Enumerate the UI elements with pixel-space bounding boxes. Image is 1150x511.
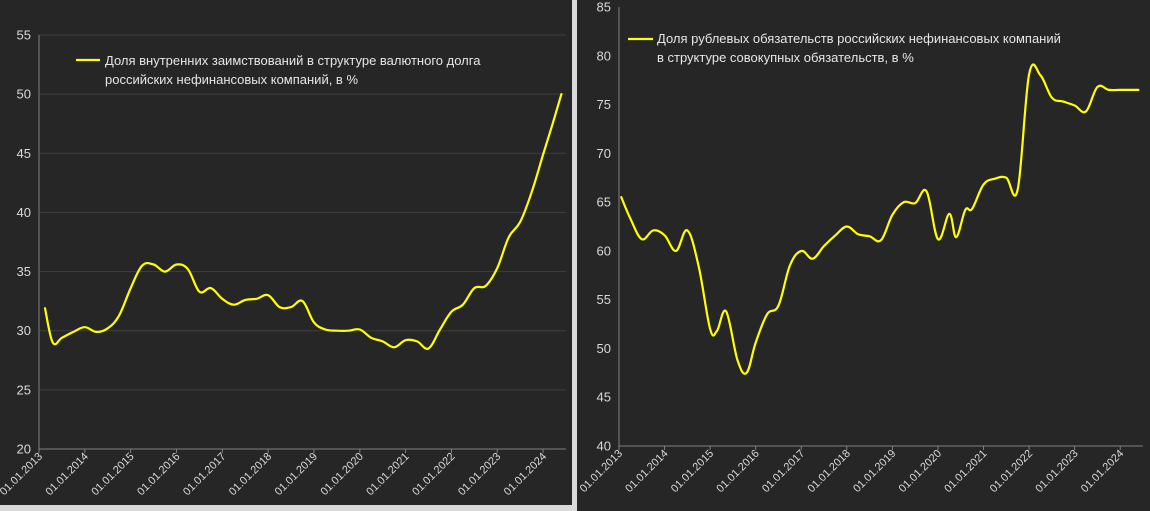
- y-axis-ticks: 20 25 30 35 40 45 50 55: [17, 28, 31, 457]
- legend: Доля рублевых обязательств российских не…: [628, 31, 1061, 65]
- y-tick-label: 35: [17, 264, 31, 279]
- legend-line-1: Доля рублевых обязательств российских не…: [657, 31, 1061, 46]
- y-tick-label: 50: [17, 87, 31, 102]
- y-axis-ticks: 40 45 50 55 60 65 70 75 80 85: [597, 0, 611, 454]
- x-tick-label: 01.01.2016: [135, 451, 182, 498]
- y-tick-label: 75: [597, 97, 611, 112]
- x-tick-label: 01.01.2015: [89, 451, 136, 498]
- y-tick-label: 65: [597, 195, 611, 210]
- x-tick-label: 01.01.2023: [456, 451, 503, 498]
- series-line: [620, 63, 1140, 375]
- y-tick-label: 50: [597, 341, 611, 356]
- x-tick-label: 01.01.2019: [273, 451, 320, 498]
- y-tick-label: 30: [17, 323, 31, 338]
- x-tick-label: 01.01.2013: [0, 451, 45, 498]
- x-axis-ticks: 01.01.201301.01.201401.01.201501.01.2016…: [0, 449, 549, 498]
- x-tick-label: 01.01.2022: [988, 448, 1035, 495]
- y-tick-label: 60: [597, 243, 611, 258]
- axis-lines: [618, 7, 1143, 447]
- x-tick-label: 01.01.2021: [942, 448, 989, 495]
- x-tick-label: 01.01.2020: [897, 448, 944, 495]
- x-tick-label: 01.01.2013: [578, 448, 625, 495]
- y-tick-label: 55: [597, 292, 611, 307]
- chart-right-panel: 40 45 50 55 60 65 70 75 80 85 01.01.2013 01.01.201…: [577, 0, 1150, 511]
- chart-left-panel: 20 25 30 35 40 45 50 55 01.01.2013 01.01.2014 01.…: [0, 0, 572, 505]
- x-tick-label: 01.01.2023: [1033, 448, 1080, 495]
- x-tick-label: 01.01.2024: [502, 451, 549, 498]
- legend-line-2: в структуре совокупных обязательств, в %: [657, 50, 914, 65]
- x-tick-label: 01.01.2020: [318, 451, 365, 498]
- y-tick-label: 40: [17, 205, 31, 220]
- y-tick-label: 40: [597, 439, 611, 454]
- x-tick-label: 01.01.2022: [410, 451, 457, 498]
- y-tick-label: 45: [597, 390, 611, 405]
- legend: Доля внутренних заимствований в структур…: [76, 53, 481, 87]
- legend-line-2: российских нефинансовых компаний, в %: [105, 72, 358, 87]
- x-tick-label: 01.01.2018: [227, 451, 274, 498]
- y-tick-label: 80: [597, 48, 611, 63]
- x-tick-label: 01.01.2014: [623, 448, 670, 495]
- y-tick-label: 45: [17, 146, 31, 161]
- x-tick-label: 01.01.2014: [44, 451, 91, 498]
- legend-line-1: Доля внутренних заимствований в структур…: [105, 53, 481, 68]
- y-tick-label: 20: [17, 442, 31, 457]
- axis-lines: [38, 35, 566, 450]
- y-tick-label: 85: [597, 0, 611, 15]
- x-axis-ticks: 01.01.201301.01.201401.01.201501.01.2016…: [578, 446, 1126, 495]
- x-tick-label: 01.01.2021: [364, 451, 411, 498]
- x-tick-label: 01.01.2016: [714, 448, 761, 495]
- x-tick-label: 01.01.2017: [181, 451, 228, 498]
- y-tick-label: 55: [17, 28, 31, 43]
- x-tick-label: 01.01.2017: [760, 448, 807, 495]
- series-line: [43, 93, 563, 350]
- y-tick-label: 70: [597, 146, 611, 161]
- y-tick-label: 25: [17, 382, 31, 397]
- grid-lines: [39, 34, 566, 391]
- x-tick-label: 01.01.2019: [851, 448, 898, 495]
- x-tick-label: 01.01.2024: [1079, 448, 1126, 495]
- x-tick-label: 01.01.2015: [669, 448, 716, 495]
- x-tick-label: 01.01.2018: [806, 448, 853, 495]
